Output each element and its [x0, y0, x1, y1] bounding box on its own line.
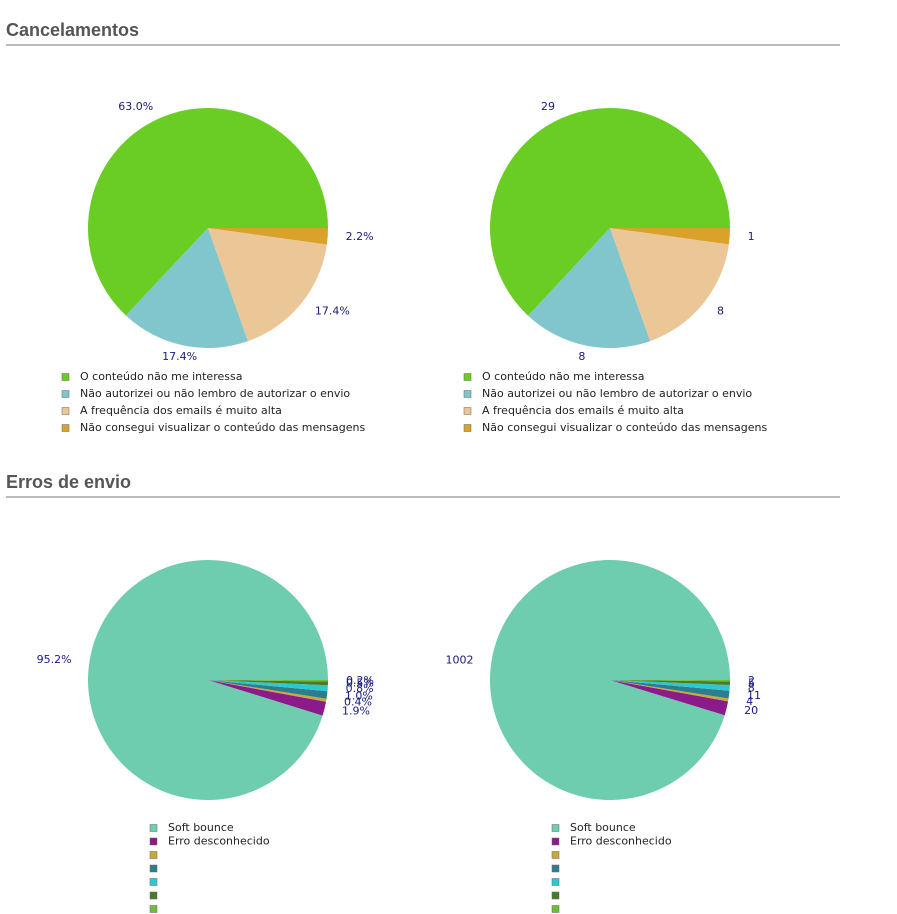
legend-swatch	[551, 864, 560, 873]
legend-swatch	[551, 891, 560, 900]
slice-label: 2.2%	[346, 230, 374, 243]
legend-label: Não consegui visualizar o conteúdo das m…	[482, 421, 767, 434]
legend-swatch	[61, 373, 70, 381]
slice-label: 11	[747, 689, 761, 702]
pie-slice	[208, 680, 328, 682]
pie-slice	[490, 107, 730, 316]
slice-label: 1	[748, 230, 755, 243]
legend-label: Não consegui visualizar o conteúdo das m…	[80, 421, 365, 434]
legend-label: A frequência dos emails é muito alta	[80, 404, 282, 417]
slice-label: 1.9%	[342, 705, 370, 718]
slice-label: 17.4%	[315, 304, 350, 317]
pie-slice	[125, 228, 248, 349]
pie-slice	[208, 680, 327, 702]
pie-slice	[208, 680, 328, 686]
pie-slice	[610, 680, 730, 691]
legend-swatch	[551, 851, 560, 859]
legend-label: Soft bounce	[570, 821, 636, 834]
slice-label: 95.2%	[37, 653, 72, 666]
legend-label: O conteúdo não me interessa	[80, 370, 242, 383]
legend-swatch	[61, 424, 70, 432]
slice-label: 1.0%	[345, 690, 373, 703]
pie-slice	[208, 228, 327, 342]
slice-label: 1002	[446, 653, 474, 666]
legend-swatch	[551, 905, 560, 913]
legend-label: Erro desconhecido	[570, 835, 672, 848]
slice-label: 29	[541, 100, 555, 113]
legend-swatch	[61, 390, 70, 398]
legend-swatch	[463, 390, 472, 398]
pie-slice	[610, 680, 730, 686]
pie-slice	[610, 228, 729, 342]
legend-swatch	[149, 864, 158, 873]
legend-swatch	[463, 407, 472, 415]
section-title: Cancelamentos	[6, 20, 139, 40]
pie-slice	[208, 228, 328, 245]
slice-label: 20	[744, 704, 758, 717]
slice-label: 0.4%	[344, 695, 372, 708]
pie-slice	[208, 680, 328, 699]
legend-swatch	[149, 851, 158, 859]
legend-label: O conteúdo não me interessa	[482, 370, 644, 383]
slice-label: 2	[748, 674, 755, 687]
legend-swatch	[551, 824, 560, 832]
pie-slice	[208, 680, 328, 692]
legend-swatch	[463, 373, 472, 381]
legend-swatch	[463, 424, 472, 432]
pie-slice	[88, 108, 328, 316]
slice-label: 0.5%	[346, 677, 374, 690]
legend-swatch	[551, 837, 560, 846]
legend-label: A frequência dos emails é muito alta	[482, 404, 684, 417]
legend-label: Não autorizei ou não lembro de autorizar…	[80, 387, 350, 400]
slice-label: 0.2%	[346, 674, 374, 687]
pie-slice	[610, 680, 729, 716]
slice-label: 8	[578, 350, 585, 363]
pie-slice	[528, 228, 651, 348]
section-title: Erros de envio	[6, 472, 131, 492]
legend-swatch	[551, 878, 560, 886]
legend-label: Soft bounce	[168, 821, 234, 834]
slice-label: 4	[746, 695, 753, 708]
pie-slice	[208, 680, 327, 716]
slice-label: 5	[748, 677, 755, 690]
legend-swatch	[61, 407, 70, 415]
pie-slice	[490, 560, 730, 801]
legend-swatch	[149, 891, 158, 900]
legend-swatch	[149, 837, 158, 846]
legend-label: Erro desconhecido	[168, 835, 270, 848]
slice-label: 17.4%	[162, 350, 197, 363]
legend-swatch	[149, 905, 158, 913]
pie-slice	[610, 680, 730, 682]
slice-label: 0.8%	[346, 682, 374, 695]
slice-label: 8	[717, 304, 724, 317]
legend-swatch	[149, 878, 158, 886]
legend-label: Não autorizei ou não lembro de autorizar…	[482, 387, 752, 400]
pie-slice	[610, 680, 730, 699]
slice-label: 63.0%	[118, 100, 153, 113]
pie-slice	[610, 680, 729, 702]
pie-slice	[610, 228, 730, 245]
legend-swatch	[149, 824, 158, 832]
slice-label: 8	[748, 682, 755, 695]
